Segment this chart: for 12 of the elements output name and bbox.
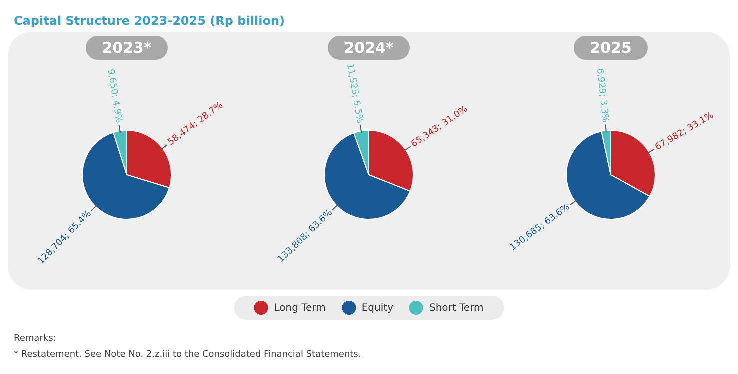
legend-label: Long Term: [274, 302, 326, 314]
text: * Restatement. See Note No. 2.z.iii to the Consolidated Financial Statements.: [14, 350, 362, 360]
data-label: 11,525; 5.5%: [344, 63, 365, 125]
legend-label: Equity: [362, 302, 394, 314]
data-label: 6,929; 3.3%: [594, 68, 610, 124]
chart-title: 2025: [574, 36, 648, 60]
data-label: 9,650; 4.9%: [105, 68, 124, 124]
text: Capital Structure 2023-2025 (Rp billion): [13, 13, 286, 30]
legend-label: Short Term: [429, 302, 484, 314]
chart-title: 2024*: [328, 36, 410, 60]
text: Remarks:: [14, 334, 58, 344]
chart-title: 2023*: [86, 36, 168, 60]
